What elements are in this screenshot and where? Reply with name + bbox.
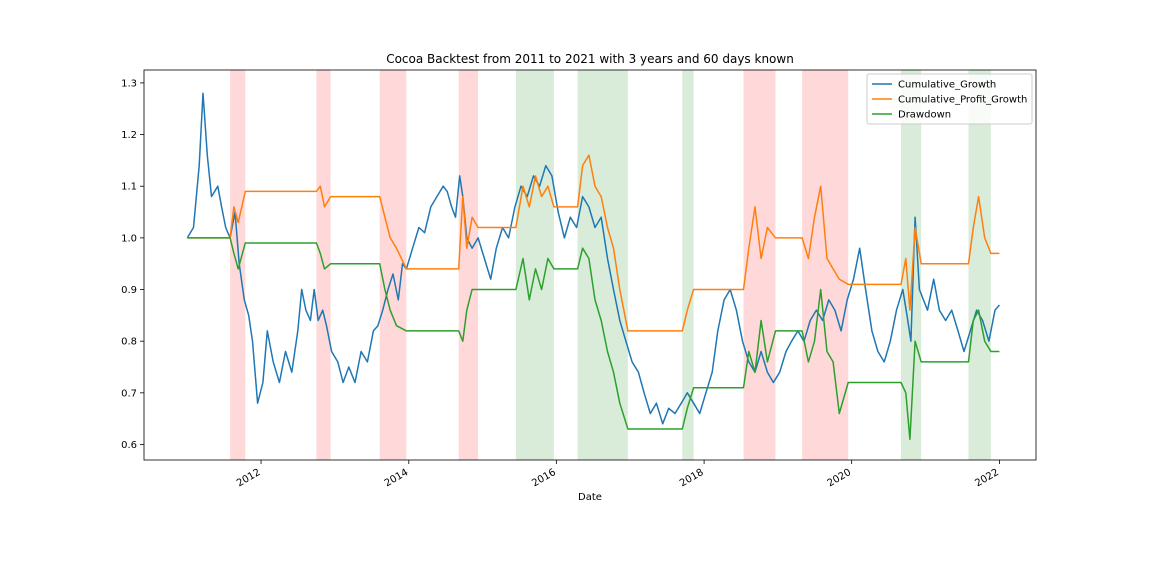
- shaded-region-3: [458, 70, 479, 460]
- series-line-drawdown: [187, 237, 1000, 441]
- legend-label-1: Cumulative_Profit_Growth: [898, 95, 1027, 106]
- y-tick-label-3: 0.9: [121, 285, 137, 296]
- shaded-region-8: [802, 70, 849, 460]
- series-line-cumulative-growth: [186, 92, 1000, 425]
- series-line-cumulative-profit-growth: [187, 154, 1000, 332]
- legend-box: [866, 73, 1033, 125]
- plot-lines: [186, 92, 1000, 441]
- y-tick-label-4: 1.0: [121, 233, 137, 244]
- shaded-regions: [230, 70, 991, 460]
- x-axis-title: Date: [578, 492, 602, 503]
- chart-title: Cocoa Backtest from 2011 to 2021 with 3 …: [386, 52, 794, 66]
- shaded-region-7: [743, 70, 776, 460]
- y-axis: 0.6 0.7 0.8 0.9 1.0 1.1 1.2 1.3: [121, 78, 144, 451]
- y-tick-label-1: 0.7: [121, 388, 137, 399]
- y-tick-label-7: 1.3: [121, 78, 137, 89]
- legend: Cumulative_Growth Cumulative_Profit_Growt…: [866, 73, 1033, 125]
- y-tick-label-0: 0.6: [121, 440, 137, 451]
- legend-label-0: Cumulative_Growth: [898, 80, 996, 91]
- legend-label-2: Drawdown: [898, 110, 951, 121]
- shaded-region-9: [900, 70, 922, 460]
- y-tick-label-6: 1.2: [121, 130, 137, 141]
- shaded-region-6: [682, 70, 694, 460]
- y-tick-label-2: 0.8: [121, 337, 137, 348]
- shaded-region-5: [577, 70, 628, 460]
- shaded-region-10: [968, 70, 991, 460]
- y-tick-label-5: 1.1: [121, 182, 137, 193]
- plot-frame: [143, 69, 1037, 461]
